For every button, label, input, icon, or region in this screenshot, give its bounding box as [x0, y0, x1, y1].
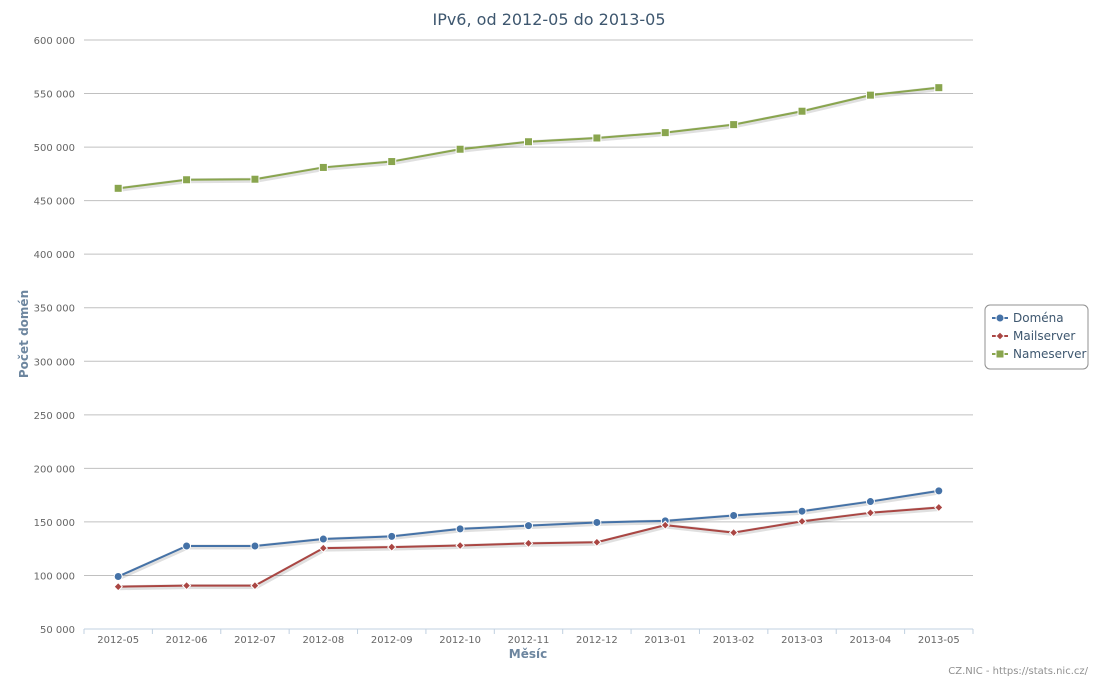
x-tick-label: 2013-03: [781, 635, 823, 646]
data-point[interactable]: [524, 137, 533, 147]
chart-title: IPv6, od 2012-05 do 2013-05: [432, 10, 665, 29]
data-point[interactable]: [113, 581, 123, 592]
x-axis-ticks: 2012-05 2012-06 2012-07 2012-08 2012-09 2012-…: [83, 628, 974, 646]
legend-item-mailserver[interactable]: Mailserver: [992, 329, 1075, 343]
data-point[interactable]: [524, 521, 533, 531]
y-tick-label: 450 000: [34, 197, 75, 208]
data-point[interactable]: [182, 541, 192, 551]
data-point[interactable]: [934, 486, 944, 496]
data-point[interactable]: [592, 537, 602, 547]
data-point[interactable]: [387, 157, 397, 167]
y-tick-label: 100 000: [34, 571, 75, 582]
data-point[interactable]: [250, 580, 260, 591]
legend-item-nameserver[interactable]: Nameserver: [992, 347, 1086, 361]
data-point[interactable]: [523, 538, 534, 549]
data-point[interactable]: [455, 540, 465, 551]
data-point[interactable]: [660, 520, 670, 530]
series: [113, 83, 944, 592]
data-point[interactable]: [113, 183, 123, 193]
data-point[interactable]: [318, 534, 328, 544]
y-tick-label: 400 000: [34, 250, 75, 261]
data-point[interactable]: [934, 502, 944, 513]
data-point[interactable]: [250, 174, 260, 184]
data-point[interactable]: [113, 572, 123, 582]
data-point[interactable]: [729, 120, 739, 130]
data-point[interactable]: [455, 144, 465, 154]
x-tick-label: 2012-06: [166, 635, 208, 646]
y-axis-ticks: 50 000 100 000 150 000 200 000 250 000 300 00…: [34, 36, 75, 636]
y-tick-label: 50 000: [40, 625, 75, 636]
x-tick-label: 2013-02: [713, 635, 755, 646]
legend-label: Mailserver: [1013, 329, 1075, 343]
series-shadow: [118, 489, 941, 580]
data-point[interactable]: [455, 524, 465, 534]
y-tick-label: 500 000: [34, 143, 75, 154]
y-axis-title: Počet domén: [17, 290, 31, 378]
data-point[interactable]: [728, 527, 739, 538]
data-point[interactable]: [592, 133, 602, 143]
data-point[interactable]: [182, 175, 192, 185]
x-tick-label: 2013-01: [644, 635, 686, 646]
legend-marker: [995, 331, 1005, 341]
x-tick-label: 2012-08: [302, 635, 344, 646]
legend: Doména Mailserver Nameserver: [984, 304, 1089, 370]
data-point[interactable]: [592, 517, 602, 527]
y-tick-label: 250 000: [34, 411, 75, 422]
y-tick-label: 550 000: [34, 90, 75, 101]
data-point[interactable]: [797, 106, 807, 116]
series-nameserver: [113, 83, 944, 193]
legend-box: [984, 304, 1089, 370]
y-tick-label: 150 000: [34, 518, 75, 529]
x-tick-label: 2012-07: [234, 635, 276, 646]
x-tick-label: 2012-05: [97, 635, 139, 646]
data-point[interactable]: [387, 542, 397, 552]
legend-label: Doména: [1013, 311, 1064, 325]
data-point[interactable]: [387, 531, 397, 541]
y-tick-label: 300 000: [34, 357, 75, 368]
data-point[interactable]: [797, 506, 807, 516]
x-tick-label: 2012-12: [576, 635, 618, 646]
data-point[interactable]: [797, 516, 807, 527]
data-point[interactable]: [660, 128, 670, 138]
series-line: [117, 489, 939, 578]
x-tick-label: 2012-10: [439, 635, 481, 646]
data-point[interactable]: [865, 497, 875, 507]
data-point[interactable]: [729, 510, 739, 520]
legend-marker: [995, 349, 1005, 359]
data-point[interactable]: [250, 541, 260, 551]
gridlines: [84, 39, 973, 630]
data-point[interactable]: [865, 508, 876, 518]
data-point[interactable]: [934, 83, 944, 93]
data-point[interactable]: [865, 90, 875, 100]
x-tick-label: 2012-09: [371, 635, 413, 646]
y-tick-label: 600 000: [34, 36, 75, 47]
legend-marker: [995, 313, 1005, 323]
series-mailserver: [113, 502, 944, 592]
credits[interactable]: CZ.NIC - https://stats.nic.cz/: [948, 666, 1088, 677]
series-doména: [113, 486, 944, 582]
legend-label: Nameserver: [1013, 347, 1086, 361]
data-point[interactable]: [181, 580, 192, 591]
data-point[interactable]: [318, 162, 328, 172]
x-tick-label: 2013-04: [850, 635, 892, 646]
x-tick-label: 2012-11: [508, 635, 550, 646]
y-tick-label: 200 000: [34, 464, 75, 475]
x-tick-label: 2013-05: [918, 635, 960, 646]
x-axis-title: Měsíc: [509, 647, 547, 661]
y-tick-label: 350 000: [34, 304, 75, 315]
data-point[interactable]: [318, 543, 329, 553]
legend-item-doména[interactable]: Doména: [992, 311, 1064, 325]
